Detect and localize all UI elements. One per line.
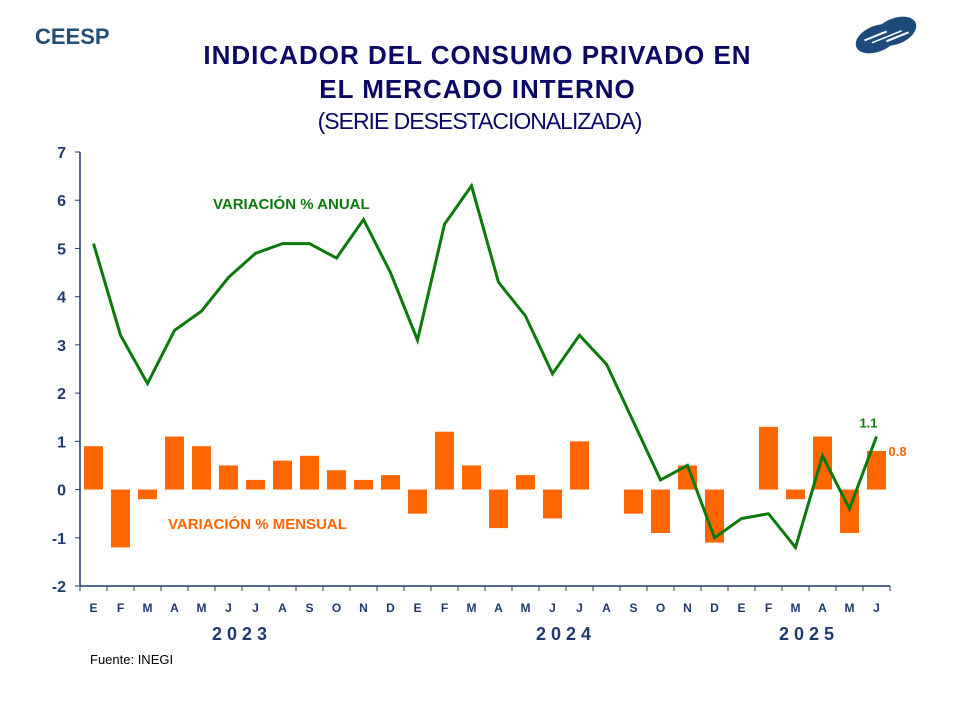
monthly-last-value-label: 0.8 (889, 444, 907, 459)
monthly-bar (543, 489, 562, 519)
year-label: 2024 (536, 624, 596, 644)
x-tick-label: E (413, 601, 421, 615)
y-tick-label: 4 (57, 290, 66, 307)
x-tick-label: E (89, 601, 97, 615)
annual-line (92, 182, 878, 551)
monthly-bar (165, 436, 184, 490)
x-tick-label: O (332, 601, 341, 615)
monthly-bar (624, 489, 643, 514)
y-tick-label: 6 (57, 193, 66, 210)
y-tick-label: 2 (57, 386, 66, 403)
monthly-bar (219, 465, 238, 490)
x-tick-label: O (656, 601, 665, 615)
monthly-bar (489, 489, 508, 529)
x-tick-label: A (278, 601, 287, 615)
monthly-bar (516, 475, 535, 490)
monthly-bar (786, 489, 805, 500)
x-tick-label: E (737, 601, 745, 615)
x-tick-label: F (117, 601, 124, 615)
ceesp-logo-icon (855, 16, 917, 54)
x-tick-label: J (549, 601, 556, 615)
monthly-series-label: VARIACIÓN % MENSUAL (168, 515, 347, 533)
x-tick-label: J (252, 601, 259, 615)
x-tick-label: N (359, 601, 368, 615)
annual-series-label: VARIACIÓN % ANUAL (213, 195, 370, 213)
monthly-bar (300, 455, 319, 490)
monthly-bar (678, 465, 697, 490)
y-tick-label: -2 (52, 579, 66, 596)
x-tick-label: M (143, 601, 153, 615)
x-tick-label: S (305, 601, 313, 615)
x-tick-label: J (225, 601, 232, 615)
monthly-bar (192, 446, 211, 490)
y-tick-label: 7 (57, 145, 66, 162)
x-tick-label: S (629, 601, 637, 615)
x-tick-label: A (170, 601, 179, 615)
x-tick-label: A (494, 601, 503, 615)
monthly-bar (273, 460, 292, 490)
monthly-bar (246, 479, 265, 490)
y-tick-label: 0 (57, 483, 66, 500)
monthly-bar (138, 489, 157, 500)
chart-title-line-1: INDICADOR DEL CONSUMO PRIVADO EN (203, 40, 752, 70)
annual-last-value-label: 1.1 (859, 416, 877, 431)
x-tick-label: M (197, 601, 207, 615)
monthly-bar (408, 489, 427, 514)
x-tick-label: M (521, 601, 531, 615)
chart-subtitle: (SERIE DESESTACIONALIZADA) (317, 108, 643, 134)
monthly-bar (354, 479, 373, 490)
source-note: Fuente: INEGI (90, 652, 174, 667)
monthly-bar (462, 465, 481, 490)
x-tick-label: A (818, 601, 827, 615)
x-tick-label: D (710, 601, 719, 615)
monthly-bar (651, 489, 670, 533)
monthly-bar (111, 489, 130, 548)
monthly-bar (435, 431, 454, 490)
monthly-bar (759, 426, 778, 490)
x-tick-label: N (683, 601, 692, 615)
x-tick-label: F (765, 601, 772, 615)
x-tick-label: A (602, 601, 611, 615)
x-tick-label: M (845, 601, 855, 615)
y-tick-label: 5 (57, 241, 66, 258)
monthly-bar (327, 470, 346, 490)
y-tick-label: -1 (52, 531, 66, 548)
y-tick-label: 3 (57, 338, 66, 355)
x-tick-label: J (576, 601, 583, 615)
monthly-bar (381, 475, 400, 490)
x-tick-label: M (467, 601, 477, 615)
monthly-bar (84, 446, 103, 490)
chart-title-line-2: EL MERCADO INTERNO (319, 74, 636, 104)
monthly-bar (570, 441, 589, 490)
brand-name: CEESP (35, 24, 110, 49)
year-label: 2025 (779, 624, 839, 644)
x-tick-label: F (441, 601, 448, 615)
year-label: 2023 (212, 624, 272, 644)
x-tick-label: D (386, 601, 395, 615)
monthly-bar (867, 450, 886, 490)
y-tick-label: 1 (57, 434, 66, 451)
x-tick-label: M (791, 601, 801, 615)
x-tick-label: J (873, 601, 880, 615)
